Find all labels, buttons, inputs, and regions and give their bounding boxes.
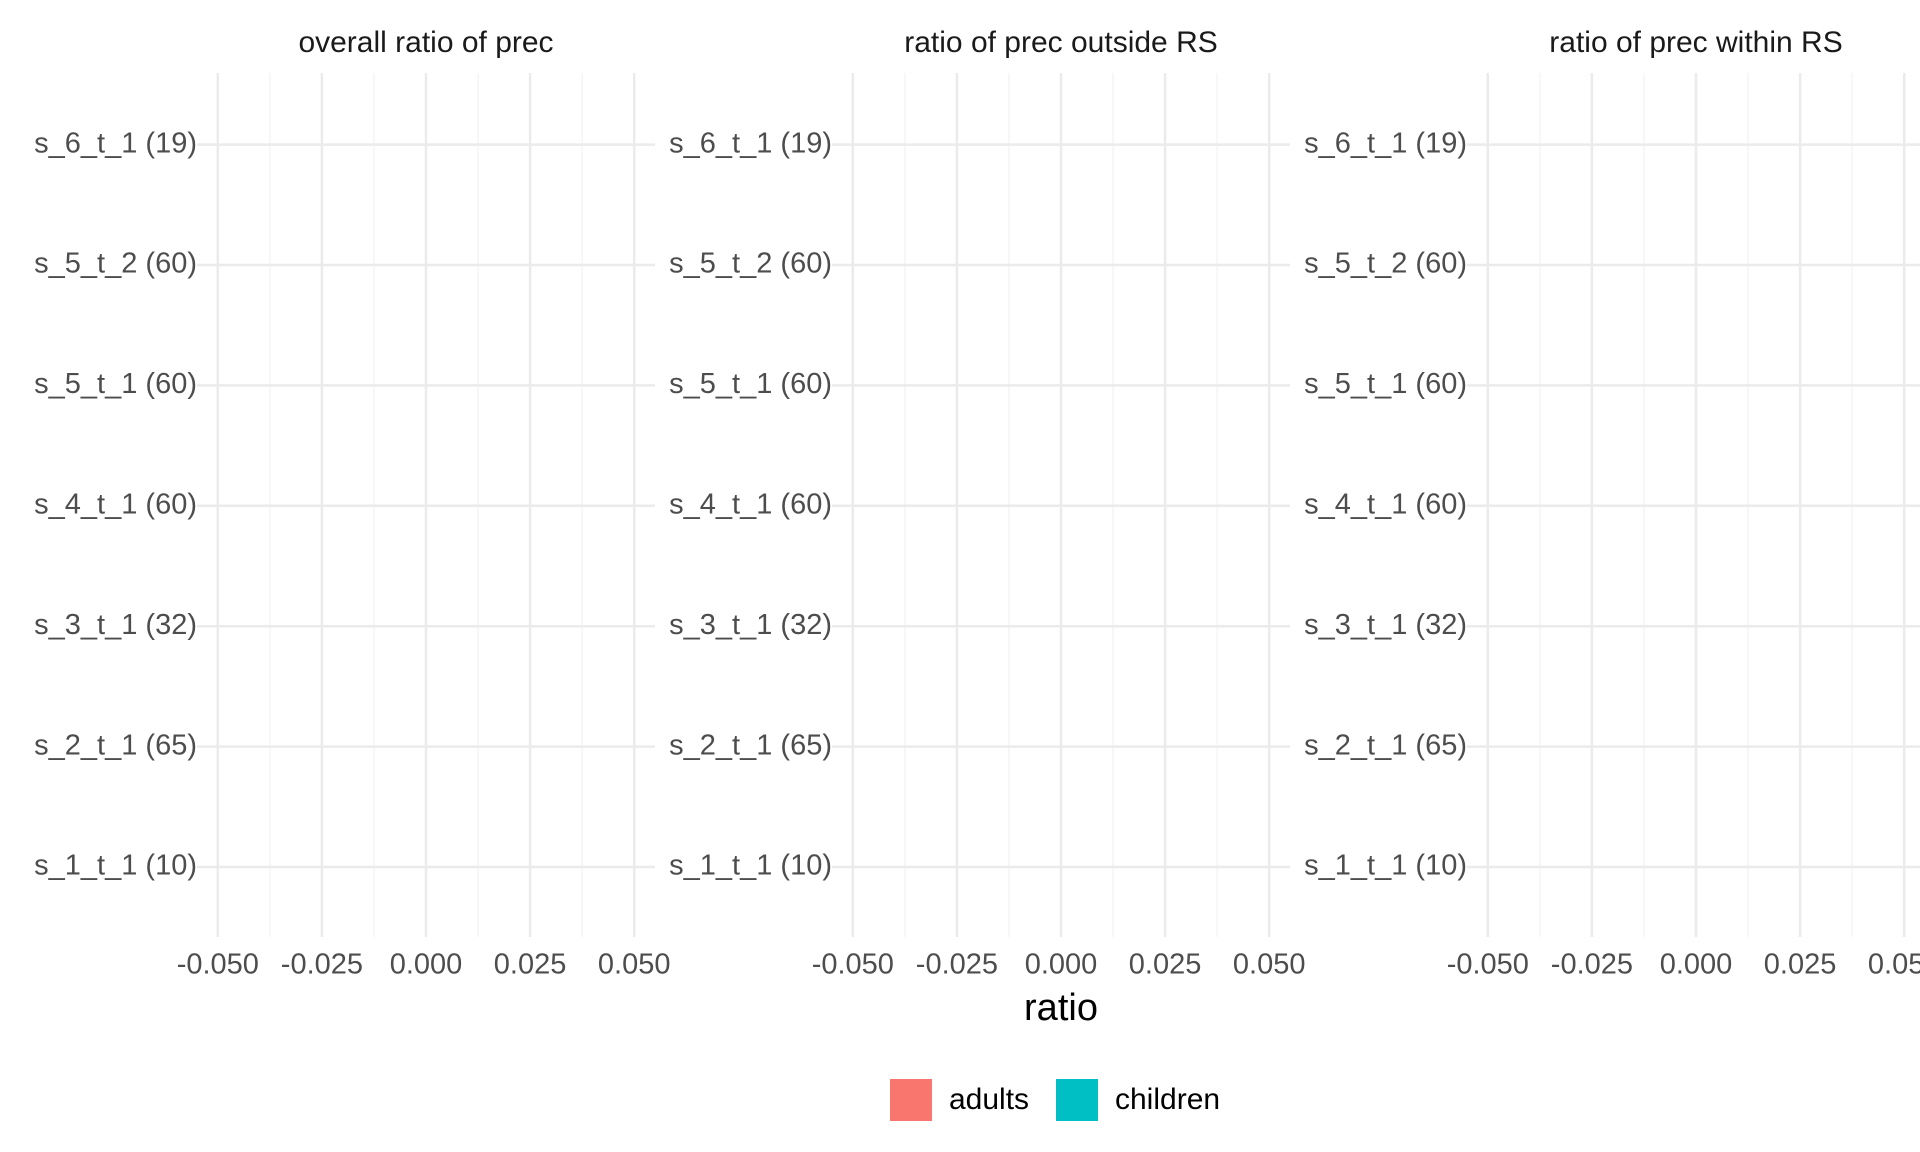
x-axis-label: ratio: [1024, 987, 1098, 1029]
y-tick-label: s_6_t_1 (19): [669, 127, 832, 159]
x-tick-label: 0.050: [1868, 949, 1920, 981]
legend-label: adults: [949, 1083, 1029, 1116]
x-tick-label: 0.025: [1129, 949, 1202, 981]
y-tick-label: s_2_t_1 (65): [34, 729, 197, 761]
panel-title: ratio of prec outside RS: [904, 26, 1218, 59]
x-tick-label: 0.025: [1764, 949, 1837, 981]
y-tick-label: s_4_t_1 (60): [1304, 488, 1467, 520]
legend-label: children: [1115, 1083, 1220, 1116]
legend-swatch: [1056, 1079, 1098, 1121]
x-tick-label: -0.025: [916, 949, 998, 981]
y-tick-label: s_3_t_1 (32): [1304, 609, 1467, 641]
y-tick-label: s_2_t_1 (65): [1304, 729, 1467, 761]
y-tick-label: s_6_t_1 (19): [1304, 127, 1467, 159]
y-tick-label: s_2_t_1 (65): [669, 729, 832, 761]
x-tick-label: 0.000: [1660, 949, 1733, 981]
y-tick-label: s_5_t_2 (60): [669, 248, 832, 280]
x-tick-label: 0.000: [390, 949, 463, 981]
panel-title: overall ratio of prec: [298, 26, 553, 59]
y-tick-label: s_5_t_1 (60): [1304, 368, 1467, 400]
y-tick-label: s_6_t_1 (19): [34, 127, 197, 159]
y-tick-label: s_5_t_1 (60): [669, 368, 832, 400]
y-tick-label: s_4_t_1 (60): [34, 488, 197, 520]
x-tick-label: 0.025: [494, 949, 567, 981]
y-tick-label: s_1_t_1 (10): [669, 850, 832, 882]
x-tick-label: 0.050: [1233, 949, 1306, 981]
y-tick-label: s_5_t_1 (60): [34, 368, 197, 400]
x-tick-label: 0.050: [598, 949, 671, 981]
y-tick-label: s_3_t_1 (32): [669, 609, 832, 641]
x-tick-label: -0.050: [812, 949, 894, 981]
x-tick-label: -0.025: [281, 949, 363, 981]
y-tick-label: s_5_t_2 (60): [1304, 248, 1467, 280]
x-tick-label: 0.000: [1025, 949, 1098, 981]
x-tick-label: -0.050: [1447, 949, 1529, 981]
y-tick-label: s_5_t_2 (60): [34, 248, 197, 280]
x-tick-label: -0.025: [1551, 949, 1633, 981]
y-tick-label: s_1_t_1 (10): [1304, 850, 1467, 882]
legend-swatch: [890, 1079, 932, 1121]
y-tick-label: s_1_t_1 (10): [34, 850, 197, 882]
y-tick-label: s_3_t_1 (32): [34, 609, 197, 641]
y-tick-label: s_4_t_1 (60): [669, 488, 832, 520]
panel-title: ratio of prec within RS: [1549, 26, 1842, 59]
x-tick-label: -0.050: [177, 949, 259, 981]
